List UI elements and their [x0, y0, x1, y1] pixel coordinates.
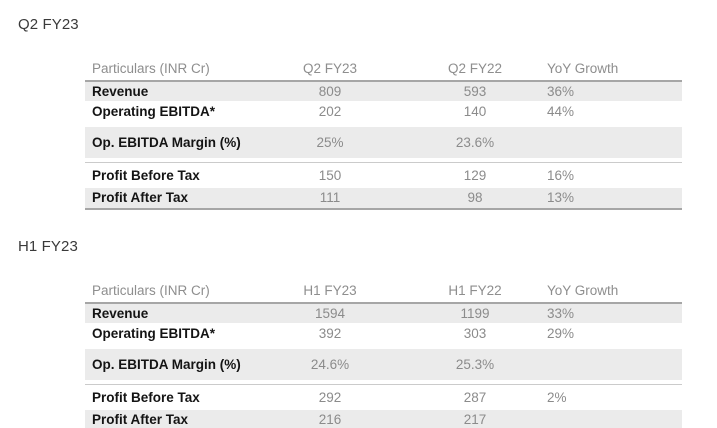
- row-spacer: [85, 121, 682, 127]
- cell-value: 593: [463, 83, 487, 99]
- table-row-operating-ebitda: Operating EBITDA* 392 303 29%: [85, 323, 682, 344]
- cell-value: 44%: [547, 103, 575, 119]
- table-header-row: Particulars (INR Cr) Q2 FY23 Q2 FY22 YoY…: [85, 54, 682, 82]
- row-spacer: [85, 343, 682, 349]
- cell-value: 25.3%: [455, 356, 495, 372]
- row-spacer: [85, 157, 682, 162]
- cell-value: 111: [319, 190, 341, 206]
- cell-value: 1199: [460, 305, 490, 321]
- cell-value: 809: [318, 83, 342, 99]
- cell-value: 150: [318, 167, 342, 183]
- cell-value: 202: [318, 103, 342, 119]
- cell-value: 140: [463, 103, 487, 119]
- cell-value: 23.6%: [455, 134, 495, 150]
- column-header-yoy-growth: YoY Growth: [547, 282, 619, 298]
- row-divider: [85, 383, 682, 385]
- table-row-operating-ebitda: Operating EBITDA* 202 140 44%: [85, 101, 682, 122]
- table-row-profit-after-tax: Profit After Tax 111 98 13%: [85, 187, 682, 208]
- row-label: Op. EBITDA Margin (%): [92, 134, 241, 150]
- column-header-prior-period: Q2 FY22: [447, 60, 503, 76]
- cell-value: 2%: [547, 389, 567, 405]
- cell-value: 24.6%: [310, 356, 350, 372]
- row-label: Revenue: [92, 83, 149, 99]
- table-row-profit-after-tax: Profit After Tax 216 217: [85, 409, 682, 428]
- cell-value: 33%: [547, 305, 575, 321]
- table-row-ebitda-margin: Op. EBITDA Margin (%) 24.6% 25.3%: [85, 348, 682, 380]
- row-label: Op. EBITDA Margin (%): [92, 356, 241, 372]
- column-header-current-period: Q2 FY23: [302, 60, 358, 76]
- cell-value: 29%: [547, 325, 575, 341]
- column-header-particulars: Particulars (INR Cr): [92, 282, 210, 298]
- cell-value: 129: [463, 167, 487, 183]
- cell-value: 216: [318, 412, 342, 427]
- row-label: Operating EBITDA*: [92, 325, 216, 341]
- cell-value: 1594: [314, 305, 346, 321]
- row-label: Profit Before Tax: [92, 389, 200, 405]
- section-title-h1: H1 FY23: [18, 237, 78, 255]
- table-row-profit-before-tax: Profit Before Tax 292 287 2%: [85, 385, 682, 410]
- table-row-ebitda-margin: Op. EBITDA Margin (%) 25% 23.6%: [85, 126, 682, 158]
- cell-value: 392: [318, 325, 342, 341]
- table-row-revenue: Revenue 809 593 36%: [85, 81, 682, 101]
- column-header-particulars: Particulars (INR Cr): [92, 60, 210, 76]
- row-spacer: [85, 379, 682, 384]
- cell-value: 25%: [316, 134, 344, 150]
- row-divider: [85, 161, 682, 163]
- financial-table-q2: Particulars (INR Cr) Q2 FY23 Q2 FY22 YoY…: [85, 54, 682, 210]
- cell-value: 287: [463, 389, 487, 405]
- section-title-q2: Q2 FY23: [18, 16, 79, 33]
- cell-value: 292: [318, 389, 342, 405]
- cell-value: 13%: [547, 190, 575, 206]
- table-header-row: Particulars (INR Cr) H1 FY23 H1 FY22 YoY…: [85, 276, 682, 304]
- cell-value: 217: [463, 412, 487, 427]
- cell-value: 16%: [547, 167, 575, 183]
- column-header-current-period: H1 FY23: [303, 282, 357, 298]
- cell-value: 303: [463, 325, 487, 341]
- cell-value: 36%: [547, 83, 575, 99]
- table-row-revenue: Revenue 1594 1199 33%: [85, 303, 682, 323]
- row-label: Revenue: [92, 305, 149, 321]
- row-label: Profit After Tax: [92, 412, 189, 427]
- financial-table-h1: Particulars (INR Cr) H1 FY23 H1 FY22 YoY…: [85, 276, 682, 428]
- row-label: Profit Before Tax: [92, 167, 200, 183]
- table-row-profit-before-tax: Profit Before Tax 150 129 16%: [85, 163, 682, 188]
- cell-value: 98: [467, 190, 483, 206]
- column-header-prior-period: H1 FY22: [448, 282, 502, 298]
- row-label: Operating EBITDA*: [92, 103, 216, 119]
- column-header-yoy-growth: YoY Growth: [547, 60, 619, 76]
- row-label: Profit After Tax: [92, 190, 189, 206]
